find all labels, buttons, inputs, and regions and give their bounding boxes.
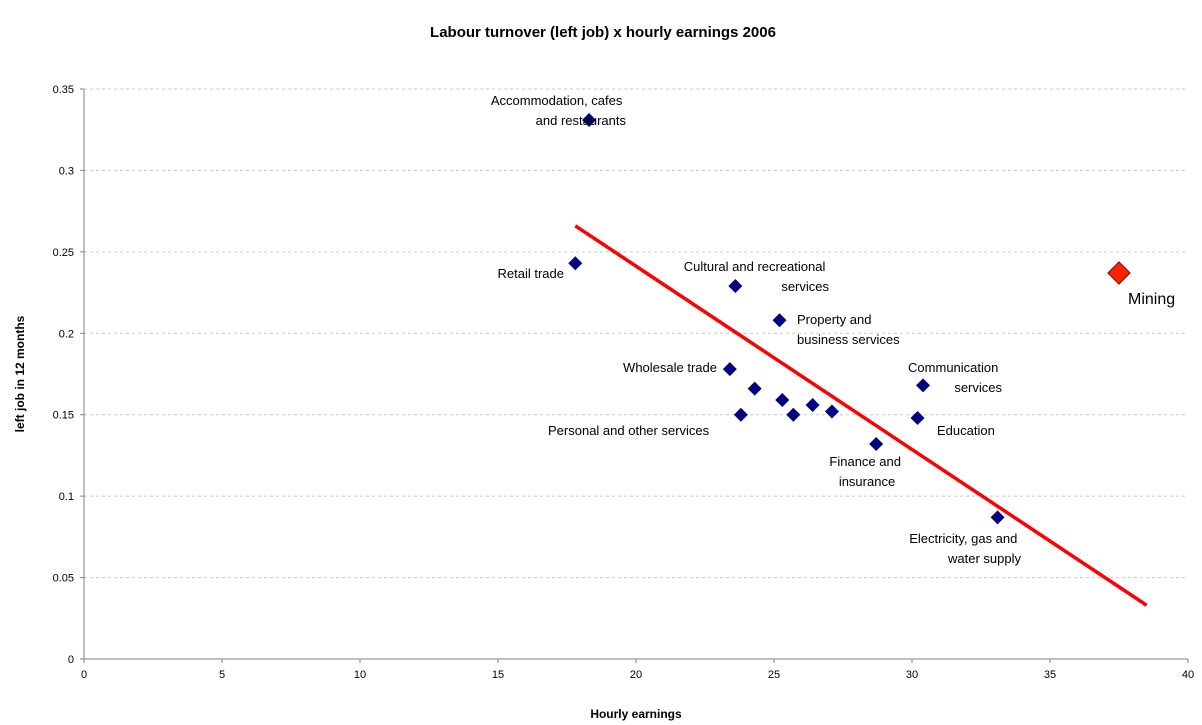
data-point-mining xyxy=(1107,261,1131,285)
data-point xyxy=(869,437,884,452)
label-cultural: Cultural and recreational services xyxy=(684,259,830,294)
x-tick-label: 40 xyxy=(1182,669,1194,681)
data-point xyxy=(775,393,790,408)
data-point xyxy=(916,378,931,393)
label-personal: Personal and other services xyxy=(548,423,710,438)
label-property: Property and business services xyxy=(797,312,900,347)
data-point xyxy=(733,407,748,422)
y-tick-label: 0.1 xyxy=(59,491,74,503)
trend-line xyxy=(574,224,1148,607)
y-tick-label: 0.35 xyxy=(53,84,74,96)
y-tick-label: 0.2 xyxy=(59,328,74,340)
label-accommodation: Accommodation, cafes and restaurants xyxy=(491,93,627,128)
x-axis-title: Hourly earnings xyxy=(590,707,682,721)
data-point xyxy=(805,397,820,412)
y-tick-label: 0.15 xyxy=(53,410,74,422)
chart-title: Labour turnover (left job) x hourly earn… xyxy=(430,24,776,41)
label-electricity: Electricity, gas and water supply xyxy=(909,531,1021,566)
label-retail: Retail trade xyxy=(498,266,564,281)
data-point xyxy=(824,404,839,419)
data-point xyxy=(772,313,787,328)
x-tick-label: 30 xyxy=(906,669,918,681)
label-communication: Communication services xyxy=(908,360,1002,395)
y-axis-ticks: 0 0.05 0.1 0.15 0.2 0.25 0.3 0.35 xyxy=(53,84,84,666)
x-axis-ticks: 0 5 10 15 20 25 30 35 40 xyxy=(81,659,1194,681)
data-point xyxy=(786,407,801,422)
y-tick-label: 0.05 xyxy=(53,573,74,585)
x-tick-label: 5 xyxy=(219,669,225,681)
y-tick-label: 0.3 xyxy=(59,165,74,177)
y-tick-label: 0 xyxy=(68,654,74,666)
x-tick-label: 25 xyxy=(768,669,780,681)
label-finance: Finance and insurance xyxy=(829,454,904,489)
point-labels: Accommodation, cafes and restaurants Ret… xyxy=(491,93,1175,566)
label-wholesale: Wholesale trade xyxy=(623,360,717,375)
data-points xyxy=(568,112,1131,525)
x-tick-label: 35 xyxy=(1044,669,1056,681)
data-point xyxy=(568,256,583,271)
x-tick-label: 20 xyxy=(630,669,642,681)
data-point xyxy=(990,510,1005,525)
label-education: Education xyxy=(937,423,995,438)
x-tick-label: 10 xyxy=(354,669,366,681)
y-tick-label: 0.25 xyxy=(53,247,74,259)
data-point xyxy=(747,381,762,396)
data-point xyxy=(910,410,925,425)
y-axis-title: left job in 12 months xyxy=(13,315,27,432)
label-mining: Mining xyxy=(1128,291,1175,308)
x-tick-label: 0 xyxy=(81,669,87,681)
data-point xyxy=(722,362,737,377)
x-tick-label: 15 xyxy=(492,669,504,681)
gridlines xyxy=(84,88,1188,579)
data-point xyxy=(728,279,743,294)
data-point xyxy=(582,112,597,127)
